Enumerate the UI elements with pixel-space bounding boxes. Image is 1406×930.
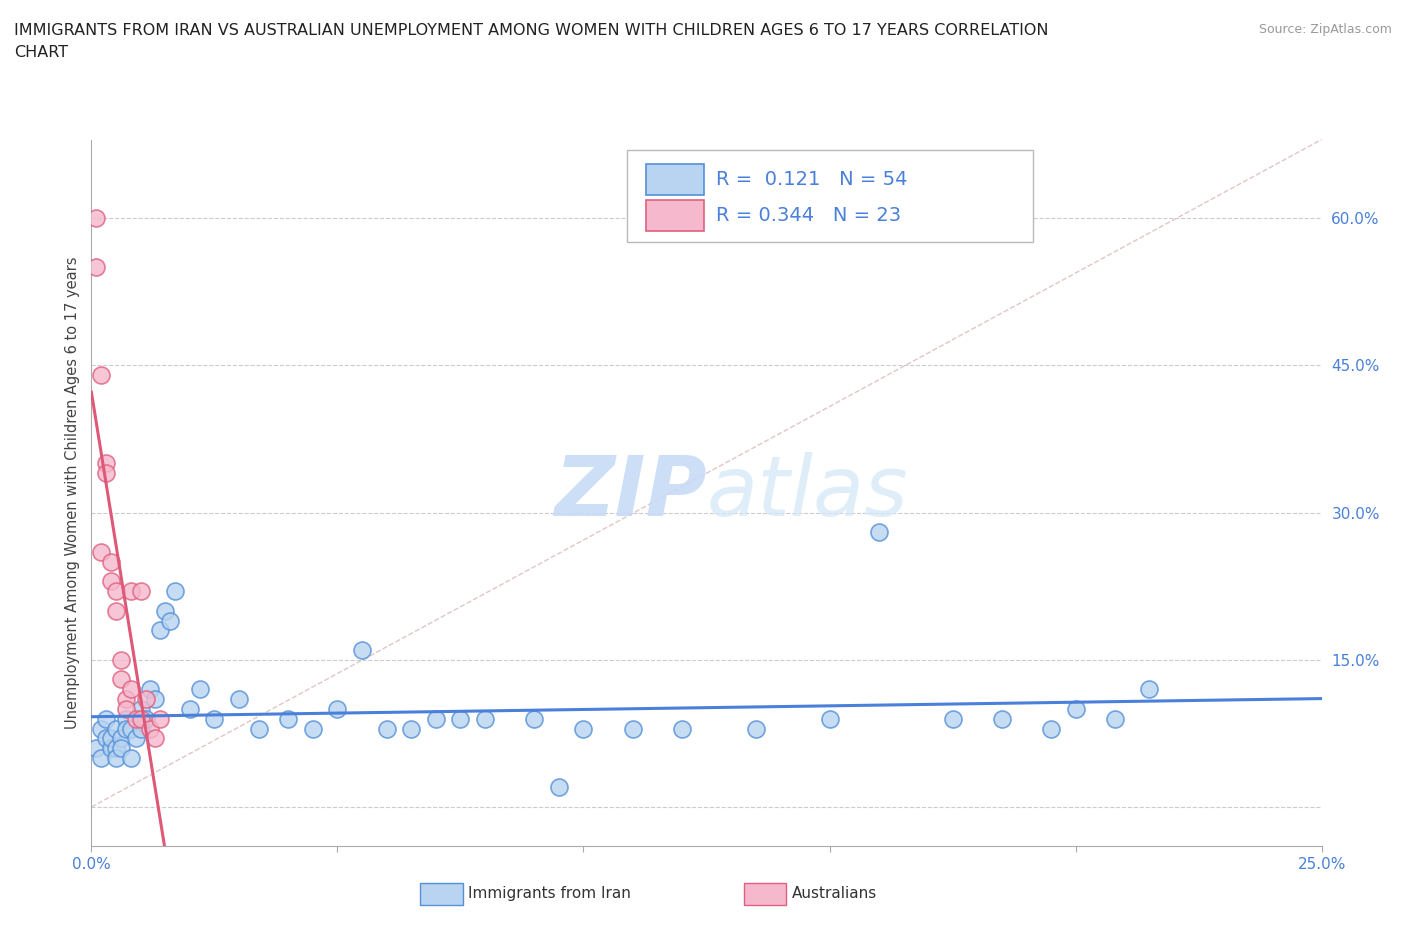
Y-axis label: Unemployment Among Women with Children Ages 6 to 17 years: Unemployment Among Women with Children A…	[65, 257, 80, 729]
Point	[179, 701, 201, 716]
Point	[671, 721, 693, 736]
Text: R = 0.344   N = 23: R = 0.344 N = 23	[716, 206, 901, 225]
Text: Source: ZipAtlas.com: Source: ZipAtlas.com	[1258, 23, 1392, 36]
Point	[163, 584, 186, 599]
FancyBboxPatch shape	[647, 165, 704, 195]
Point	[1064, 701, 1087, 716]
Text: IMMIGRANTS FROM IRAN VS AUSTRALIAN UNEMPLOYMENT AMONG WOMEN WITH CHILDREN AGES 6: IMMIGRANTS FROM IRAN VS AUSTRALIAN UNEMP…	[14, 23, 1049, 38]
Point	[941, 711, 963, 726]
Point	[105, 721, 127, 736]
Point	[124, 731, 146, 746]
Point	[818, 711, 841, 726]
Point	[114, 711, 138, 726]
Text: Immigrants from Iran: Immigrants from Iran	[468, 886, 631, 901]
Point	[114, 701, 138, 716]
Text: Australians: Australians	[792, 886, 877, 901]
Point	[352, 643, 374, 658]
Point	[159, 613, 181, 628]
Point	[105, 740, 127, 755]
Text: ZIP: ZIP	[554, 452, 706, 534]
Point	[202, 711, 225, 726]
Point	[745, 721, 768, 736]
Point	[120, 751, 142, 765]
Point	[139, 721, 162, 736]
Point	[145, 692, 166, 707]
Point	[139, 682, 162, 697]
Point	[86, 740, 108, 755]
Point	[110, 731, 132, 746]
Point	[90, 544, 112, 559]
Point	[124, 711, 146, 726]
Point	[129, 711, 152, 726]
FancyBboxPatch shape	[647, 200, 704, 231]
Point	[90, 367, 112, 382]
Point	[114, 692, 138, 707]
Point	[120, 721, 142, 736]
Point	[1104, 711, 1126, 726]
Point	[188, 682, 211, 697]
Point	[96, 731, 117, 746]
Text: CHART: CHART	[14, 45, 67, 60]
Point	[129, 584, 152, 599]
Point	[120, 584, 142, 599]
Point	[149, 623, 172, 638]
Point	[114, 721, 138, 736]
Point	[449, 711, 471, 726]
Point	[228, 692, 250, 707]
Point	[277, 711, 299, 726]
Point	[90, 751, 112, 765]
Point	[129, 721, 152, 736]
Text: R =  0.121   N = 54: R = 0.121 N = 54	[716, 170, 908, 190]
Point	[135, 711, 156, 726]
Point	[100, 731, 122, 746]
Point	[100, 740, 122, 755]
Point	[474, 711, 496, 726]
FancyBboxPatch shape	[627, 150, 1032, 242]
Point	[105, 751, 127, 765]
Point	[90, 721, 112, 736]
Point	[301, 721, 323, 736]
Point	[547, 780, 569, 795]
Point	[868, 525, 890, 539]
Point	[100, 574, 122, 589]
Point	[86, 259, 108, 274]
Point	[105, 584, 127, 599]
Point	[572, 721, 595, 736]
Point	[326, 701, 349, 716]
Point	[96, 456, 117, 471]
Point	[523, 711, 546, 726]
Point	[145, 731, 166, 746]
Point	[135, 692, 156, 707]
Point	[86, 210, 108, 225]
Point	[247, 721, 270, 736]
Point	[153, 604, 177, 618]
Point	[375, 721, 398, 736]
Point	[96, 711, 117, 726]
Point	[399, 721, 422, 736]
Point	[105, 604, 127, 618]
Point	[425, 711, 447, 726]
Point	[621, 721, 644, 736]
Point	[110, 740, 132, 755]
Point	[110, 652, 132, 667]
Point	[96, 466, 117, 481]
Point	[1039, 721, 1063, 736]
Point	[100, 554, 122, 569]
Point	[149, 711, 172, 726]
Point	[110, 672, 132, 687]
Point	[129, 701, 152, 716]
Text: atlas: atlas	[706, 452, 908, 534]
Point	[1139, 682, 1161, 697]
Point	[990, 711, 1012, 726]
Point	[120, 682, 142, 697]
